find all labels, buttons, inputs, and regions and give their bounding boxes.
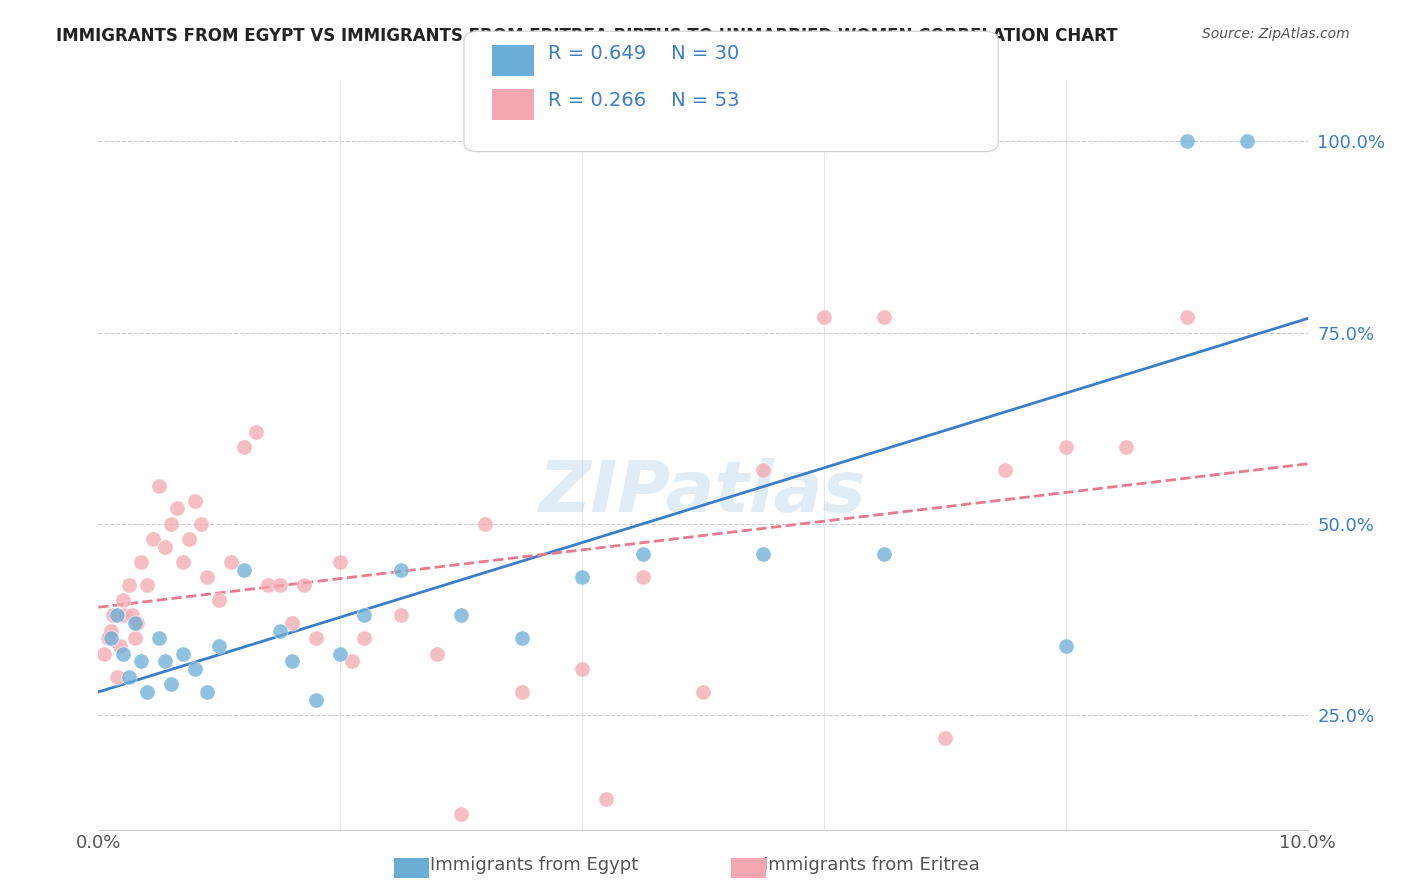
Point xyxy=(118,670,141,684)
Text: ZIPatlas: ZIPatlas xyxy=(540,458,866,527)
Point xyxy=(100,632,122,646)
Point xyxy=(389,608,412,623)
Point xyxy=(208,639,231,653)
Text: R = 0.649    N = 30: R = 0.649 N = 30 xyxy=(548,44,740,63)
Point xyxy=(292,578,315,592)
Point xyxy=(160,516,183,531)
Point xyxy=(142,532,165,546)
Point xyxy=(692,685,714,699)
Point xyxy=(121,608,143,623)
Point xyxy=(114,608,136,623)
Point xyxy=(129,654,152,668)
Text: Source: ZipAtlas.com: Source: ZipAtlas.com xyxy=(1202,27,1350,41)
Point xyxy=(353,632,375,646)
Point xyxy=(105,608,128,623)
Point xyxy=(111,647,134,661)
Point xyxy=(153,654,176,668)
Point xyxy=(281,616,304,631)
Point xyxy=(595,792,617,806)
Point xyxy=(474,516,496,531)
Point xyxy=(105,670,128,684)
Point xyxy=(184,662,207,676)
Point xyxy=(232,440,254,454)
Point xyxy=(281,654,304,668)
Point xyxy=(389,563,412,577)
Point xyxy=(752,463,775,477)
Point xyxy=(450,807,472,822)
Point xyxy=(631,547,654,561)
Point xyxy=(426,647,449,661)
Point xyxy=(232,563,254,577)
Point xyxy=(813,310,835,325)
Point xyxy=(1054,639,1077,653)
Text: Immigrants from Egypt: Immigrants from Egypt xyxy=(430,855,638,873)
Point xyxy=(124,616,146,631)
Point xyxy=(135,685,157,699)
Point xyxy=(510,632,533,646)
Point xyxy=(195,685,218,699)
Point xyxy=(221,555,243,569)
Point xyxy=(153,540,176,554)
Point xyxy=(269,624,291,638)
Point xyxy=(108,639,131,653)
Text: IMMIGRANTS FROM EGYPT VS IMMIGRANTS FROM ERITREA BIRTHS TO UNMARRIED WOMEN CORRE: IMMIGRANTS FROM EGYPT VS IMMIGRANTS FROM… xyxy=(56,27,1118,45)
Point xyxy=(329,647,352,661)
Point xyxy=(127,616,149,631)
Point xyxy=(135,578,157,592)
Point xyxy=(172,555,194,569)
Point xyxy=(873,547,896,561)
Point xyxy=(148,632,170,646)
Point xyxy=(305,692,328,706)
Point xyxy=(934,731,956,745)
Point xyxy=(353,608,375,623)
Point xyxy=(101,608,124,623)
Point xyxy=(93,647,115,661)
Point xyxy=(195,570,218,584)
Point xyxy=(571,570,593,584)
Point xyxy=(148,478,170,492)
Point xyxy=(118,578,141,592)
Point xyxy=(97,632,120,646)
Point xyxy=(100,624,122,638)
Point xyxy=(305,632,328,646)
Point xyxy=(342,654,364,668)
Point xyxy=(190,516,212,531)
Point xyxy=(184,493,207,508)
Point xyxy=(450,608,472,623)
Point xyxy=(631,570,654,584)
Point xyxy=(329,555,352,569)
Text: R = 0.266    N = 53: R = 0.266 N = 53 xyxy=(548,91,740,111)
Point xyxy=(1236,135,1258,149)
Point xyxy=(1115,440,1137,454)
Point xyxy=(1175,310,1198,325)
Point xyxy=(208,593,231,607)
Point xyxy=(129,555,152,569)
Point xyxy=(571,662,593,676)
Point xyxy=(269,578,291,592)
Point xyxy=(510,685,533,699)
Point xyxy=(994,463,1017,477)
Point xyxy=(245,425,267,439)
Point xyxy=(111,593,134,607)
Text: Immigrants from Eritrea: Immigrants from Eritrea xyxy=(763,855,980,873)
Point xyxy=(1054,440,1077,454)
Point xyxy=(179,532,201,546)
Point xyxy=(873,310,896,325)
Point xyxy=(172,647,194,661)
Point xyxy=(124,632,146,646)
Point xyxy=(752,547,775,561)
Point xyxy=(166,501,188,516)
Point xyxy=(160,677,183,691)
Point xyxy=(256,578,278,592)
Point xyxy=(1175,135,1198,149)
